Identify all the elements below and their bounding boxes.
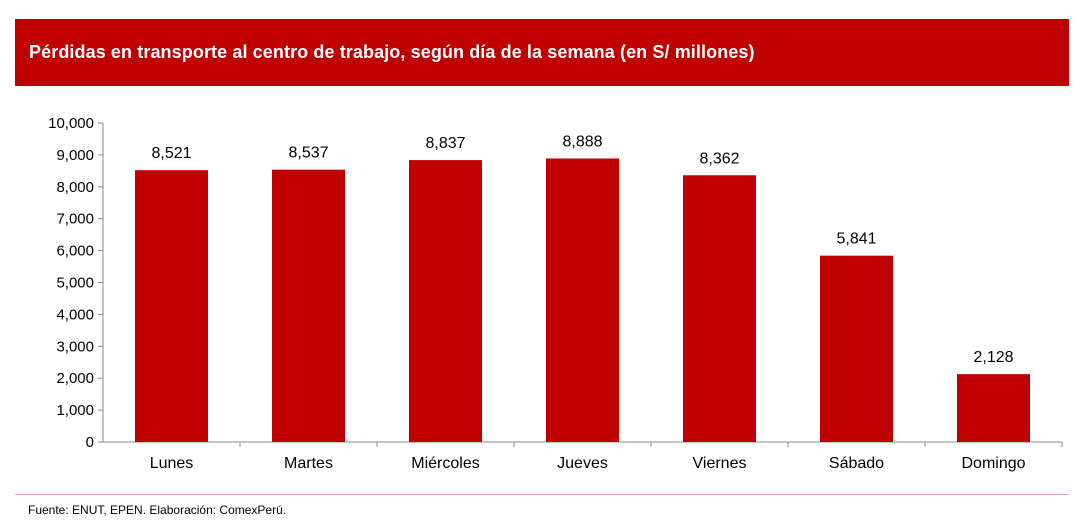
bar-value-label: 5,841: [836, 231, 876, 248]
y-tick-label: 5,000: [56, 275, 94, 292]
x-tick-label: Miércoles: [411, 455, 479, 472]
y-tick-label: 2,000: [56, 370, 94, 387]
y-tick-label: 0: [86, 434, 94, 451]
bar-chart: 0 1,000 2,000 3,000 4,000 5,000 6,000 7,000 8,00…: [48, 115, 1063, 472]
y-tick-label: 10,000: [48, 115, 94, 132]
bar-value-label: 8,362: [699, 150, 739, 167]
source-note: Fuente: ENUT, EPEN. Elaboración: ComexPe…: [28, 503, 287, 517]
y-tick-label: 9,000: [56, 147, 94, 164]
y-tick-label: 8,000: [56, 179, 94, 196]
bar: [272, 169, 345, 443]
bar: [683, 175, 756, 442]
y-tick-label: 7,000: [56, 211, 94, 228]
chart-title: Pérdidas en transporte al centro de trab…: [29, 42, 755, 62]
footer-divider: [15, 494, 1069, 495]
y-tick-label: 6,000: [56, 243, 94, 260]
bar: [820, 255, 893, 442]
y-tick-label: 4,000: [56, 306, 94, 323]
x-tick-label: Domingo: [961, 455, 1025, 472]
bar-value-label: 8,521: [151, 145, 191, 162]
x-tick-label: Viernes: [693, 455, 747, 472]
bar-value-label: 2,128: [973, 349, 1013, 366]
bar-value-label: 8,537: [288, 145, 328, 162]
x-tick-label: Jueves: [557, 455, 608, 472]
bar: [135, 170, 208, 442]
x-tick-label: Sábado: [829, 455, 884, 472]
chart-title-bar: Pérdidas en transporte al centro de trab…: [15, 19, 1069, 86]
bar-value-label: 8,888: [562, 133, 602, 150]
y-tick-label: 1,000: [56, 402, 94, 419]
bar: [957, 374, 1030, 442]
x-tick-label: Martes: [284, 455, 333, 472]
x-tick-label: Lunes: [150, 455, 194, 472]
bar-value-label: 8,837: [425, 135, 465, 152]
bar: [409, 160, 482, 442]
bar: [546, 158, 619, 443]
y-tick-label: 3,000: [56, 338, 94, 355]
